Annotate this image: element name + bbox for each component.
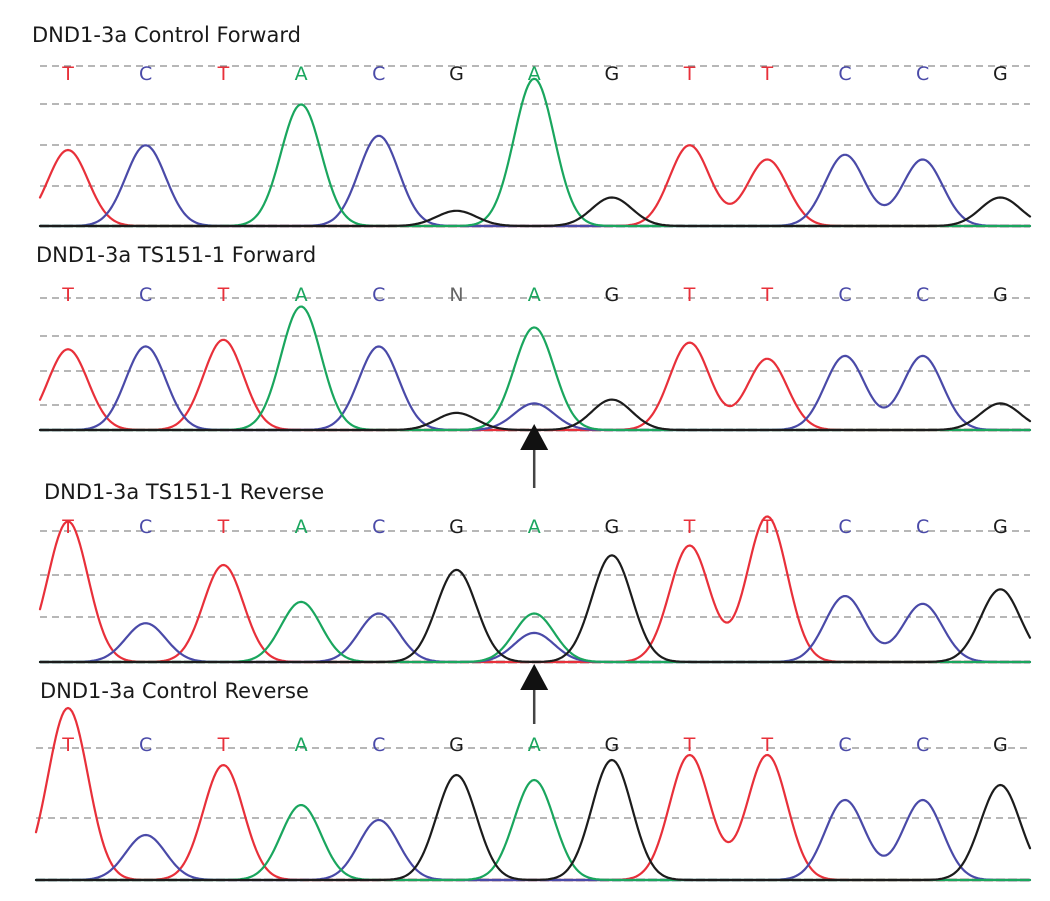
base-call-label: G <box>993 63 1008 85</box>
base-call-label: C <box>916 734 929 756</box>
panel-title: DND1-3a TS151-1 Reverse <box>44 480 324 504</box>
base-call-label: G <box>993 734 1008 756</box>
base-call-label: G <box>993 284 1008 306</box>
base-call-label: T <box>683 516 696 538</box>
trace-a <box>34 778 1032 882</box>
base-call-label: C <box>139 284 152 306</box>
base-call-label: T <box>61 734 74 756</box>
base-call-label: G <box>605 284 620 306</box>
trace-t <box>38 515 1032 664</box>
base-call-label: A <box>528 516 541 538</box>
base-call-label: C <box>372 516 385 538</box>
trace-c <box>38 595 1032 664</box>
panel-title: DND1-3a Control Reverse <box>40 679 309 703</box>
base-call-label: T <box>217 284 230 306</box>
base-call-label: T <box>760 734 773 756</box>
base-call-label: T <box>217 734 230 756</box>
base-call-label: A <box>295 516 308 538</box>
base-call-label: C <box>372 63 385 85</box>
base-call-label: C <box>838 516 851 538</box>
base-call-label: A <box>528 734 541 756</box>
mutation-arrow-bottom <box>520 664 549 724</box>
base-call-label: T <box>760 284 773 306</box>
trace-g <box>34 758 1032 882</box>
base-call-label: C <box>916 284 929 306</box>
base-call-label: C <box>838 284 851 306</box>
base-call-label: A <box>295 734 308 756</box>
base-call-label: A <box>295 284 308 306</box>
trace-c <box>38 345 1032 432</box>
trace-c <box>34 798 1032 882</box>
base-call-label: G <box>993 516 1008 538</box>
chromatogram-panel-4: DND1-3a Control Reverse T C T A C G A G T T C C G <box>34 679 1032 882</box>
base-call-label: T <box>61 63 74 85</box>
base-call-label: C <box>139 516 152 538</box>
base-call-label: C <box>916 516 929 538</box>
base-call-label: C <box>372 734 385 756</box>
base-call-label: A <box>295 63 308 85</box>
base-call-label: G <box>449 63 464 85</box>
base-call-label: T <box>61 284 74 306</box>
trace-t <box>38 338 1032 432</box>
base-call-label: T <box>760 63 773 85</box>
trace-g <box>38 196 1032 228</box>
base-call-label: C <box>372 284 385 306</box>
base-call-label: N <box>449 284 463 306</box>
chromatogram-panel-2: DND1-3a TS151-1 Forward T C T A C N A G T T C C G <box>36 243 1032 432</box>
base-call-label: C <box>916 63 929 85</box>
base-call-label: G <box>449 516 464 538</box>
trace-g <box>38 554 1032 664</box>
base-call-label: C <box>838 734 851 756</box>
base-call-label: G <box>605 734 620 756</box>
base-call-label: T <box>683 284 696 306</box>
base-call-label: T <box>683 63 696 85</box>
base-call-label: C <box>838 63 851 85</box>
base-call-label: A <box>528 284 541 306</box>
base-call-label: T <box>683 734 696 756</box>
base-call-label: T <box>217 63 230 85</box>
base-call-label: G <box>605 63 620 85</box>
base-call-label: C <box>139 63 152 85</box>
mutation-arrow-top <box>520 424 549 488</box>
base-call-label: T <box>217 516 230 538</box>
trace-c <box>38 134 1032 228</box>
base-call-label: G <box>449 734 464 756</box>
base-call-label: T <box>760 516 773 538</box>
base-call-label: G <box>605 516 620 538</box>
panel-title: DND1-3a Control Forward <box>32 23 301 47</box>
panel-title: DND1-3a TS151-1 Forward <box>36 243 316 267</box>
base-call-label: C <box>139 734 152 756</box>
